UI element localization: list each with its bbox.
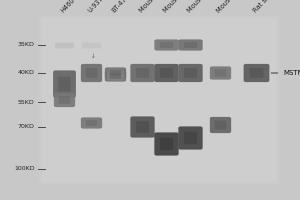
- Text: 100KD: 100KD: [14, 166, 34, 171]
- Text: MSTN: MSTN: [284, 70, 300, 76]
- FancyBboxPatch shape: [42, 18, 276, 182]
- Text: Mouse skeletal muscle: Mouse skeletal muscle: [138, 0, 194, 14]
- FancyBboxPatch shape: [184, 132, 197, 144]
- Text: Mouse liver: Mouse liver: [186, 0, 217, 14]
- FancyBboxPatch shape: [154, 39, 179, 51]
- FancyBboxPatch shape: [160, 68, 173, 78]
- FancyBboxPatch shape: [184, 42, 197, 48]
- FancyBboxPatch shape: [110, 73, 121, 79]
- Text: 55KD: 55KD: [18, 99, 34, 104]
- Text: BT-474: BT-474: [111, 0, 131, 14]
- Text: ↓: ↓: [91, 53, 95, 58]
- FancyBboxPatch shape: [210, 66, 231, 80]
- Text: Mouse heart: Mouse heart: [162, 0, 195, 14]
- FancyBboxPatch shape: [178, 126, 203, 150]
- FancyBboxPatch shape: [136, 121, 149, 133]
- FancyBboxPatch shape: [53, 70, 76, 98]
- FancyBboxPatch shape: [86, 120, 97, 126]
- FancyBboxPatch shape: [210, 117, 231, 133]
- FancyBboxPatch shape: [54, 93, 75, 107]
- FancyBboxPatch shape: [86, 68, 97, 78]
- Text: U-937: U-937: [87, 0, 105, 14]
- FancyBboxPatch shape: [184, 68, 197, 78]
- FancyBboxPatch shape: [82, 43, 101, 48]
- FancyBboxPatch shape: [215, 69, 226, 77]
- Text: 40KD: 40KD: [18, 71, 34, 75]
- Text: 35KD: 35KD: [18, 43, 34, 47]
- FancyBboxPatch shape: [250, 68, 263, 78]
- FancyBboxPatch shape: [215, 121, 226, 129]
- FancyBboxPatch shape: [81, 117, 102, 129]
- Text: 70KD: 70KD: [18, 124, 34, 130]
- FancyBboxPatch shape: [154, 132, 179, 156]
- FancyBboxPatch shape: [130, 64, 155, 82]
- FancyBboxPatch shape: [178, 39, 203, 51]
- FancyBboxPatch shape: [58, 77, 71, 91]
- FancyBboxPatch shape: [178, 64, 203, 82]
- FancyBboxPatch shape: [55, 43, 74, 48]
- FancyBboxPatch shape: [39, 16, 279, 184]
- FancyBboxPatch shape: [160, 42, 173, 48]
- FancyBboxPatch shape: [107, 74, 124, 81]
- Text: Mouse gastrocnemius muscle: Mouse gastrocnemius muscle: [216, 0, 288, 14]
- FancyBboxPatch shape: [105, 70, 126, 82]
- FancyBboxPatch shape: [107, 70, 124, 77]
- FancyBboxPatch shape: [81, 64, 102, 82]
- Text: H460: H460: [60, 0, 76, 14]
- FancyBboxPatch shape: [154, 64, 179, 82]
- FancyBboxPatch shape: [110, 70, 121, 76]
- FancyBboxPatch shape: [244, 64, 269, 82]
- Text: Rat skeletal muscle: Rat skeletal muscle: [252, 0, 300, 14]
- FancyBboxPatch shape: [59, 96, 70, 104]
- FancyBboxPatch shape: [136, 68, 149, 78]
- FancyBboxPatch shape: [130, 116, 155, 138]
- FancyBboxPatch shape: [160, 138, 173, 150]
- FancyBboxPatch shape: [105, 67, 126, 79]
